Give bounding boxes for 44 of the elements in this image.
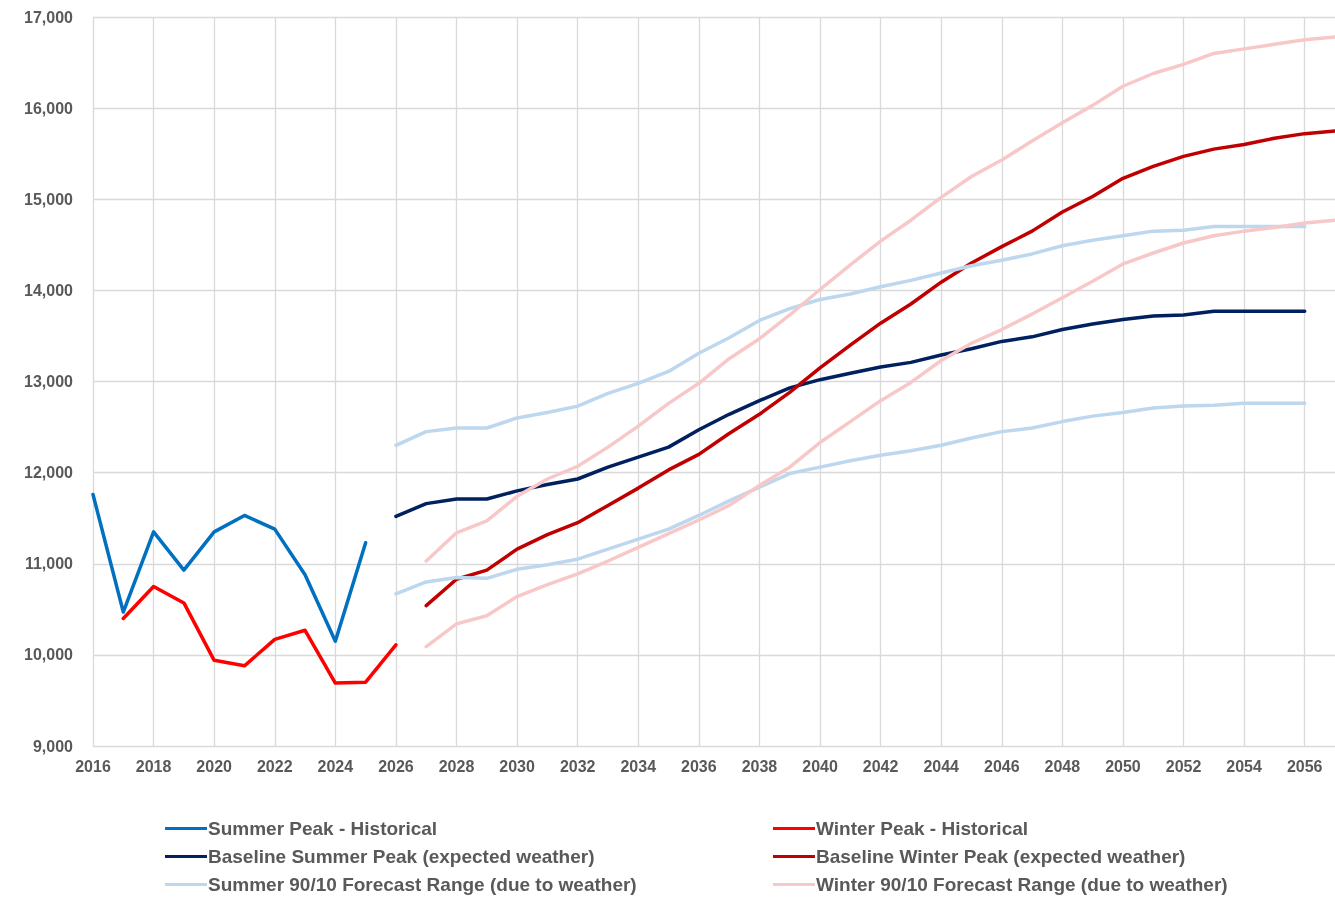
x-tick-label: 2050	[1105, 757, 1141, 775]
x-tick-label: 2054	[1226, 757, 1263, 775]
x-tick-label: 2044	[923, 757, 960, 775]
y-tick-label: 17,000	[24, 8, 74, 26]
x-tick-label: 2018	[135, 757, 172, 775]
line-series	[91, 492, 368, 643]
x-tick-label: 2016	[75, 757, 111, 775]
x-tick-label: 2048	[1044, 757, 1081, 775]
x-tick-label: 2042	[862, 757, 899, 775]
x-tick-label: 2040	[802, 757, 838, 775]
legend-label: Baseline Winter Peak (expected weather)	[816, 846, 1186, 867]
x-tick-label: 2036	[681, 757, 717, 775]
y-tick-label: 10,000	[24, 646, 74, 664]
x-tick-label: 2026	[378, 757, 414, 775]
legend-label: Winter 90/10 Forecast Range (due to weather)	[816, 874, 1228, 895]
x-tick-label: 2030	[499, 757, 535, 775]
legend-label: Summer Peak - Historical	[208, 818, 438, 839]
x-tick-label: 2028	[438, 757, 475, 775]
line-series	[424, 129, 1335, 608]
y-tick-label: 16,000	[24, 99, 74, 117]
x-tick-label: 2020	[196, 757, 233, 775]
legend-label: Winter Peak - Historical	[816, 818, 1029, 839]
y-tick-label: 13,000	[24, 373, 74, 390]
y-tick-label: 9,000	[32, 737, 74, 755]
y-tick-label: 15,000	[24, 190, 74, 208]
line-series	[424, 218, 1335, 649]
line-series	[394, 309, 1307, 519]
line-series	[121, 584, 398, 685]
line-series	[424, 35, 1335, 563]
line-series	[394, 401, 1307, 596]
x-tick-label: 2032	[559, 757, 596, 775]
y-tick-label: 12,000	[24, 464, 74, 482]
x-tick-label: 2056	[1286, 757, 1323, 775]
line-series	[394, 224, 1307, 448]
x-tick-label: 2024	[317, 757, 354, 775]
y-tick-label: 14,000	[24, 281, 74, 299]
legend-label: Baseline Summer Peak (expected weather)	[208, 846, 595, 867]
y-tick-label: 11,000	[24, 555, 74, 573]
x-tick-label: 2046	[983, 757, 1020, 775]
x-tick-label: 2022	[256, 757, 293, 775]
x-tick-label: 2038	[741, 757, 778, 775]
x-tick-label: 2052	[1165, 757, 1202, 775]
x-tick-label: 2034	[620, 757, 657, 775]
legend-label: Summer 90/10 Forecast Range (due to weather)	[208, 874, 637, 895]
